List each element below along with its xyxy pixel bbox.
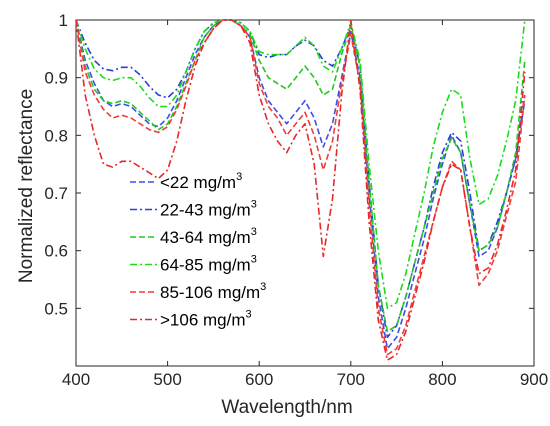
series-lines (75, 19, 526, 362)
y-tick-label: 0.7 (44, 184, 68, 203)
series-line-2 (75, 19, 526, 339)
legend-label-2: 22-43 mg/m3 (160, 199, 257, 220)
legend-label-6: >106 mg/m3 (160, 309, 252, 330)
legend-label-4: 64-85 mg/m3 (160, 254, 257, 275)
y-tick-label: 1 (59, 11, 68, 30)
y-tick-label: 0.5 (44, 299, 68, 318)
legend: <22 mg/m3 22-43 mg/m3 43-64 mg/m3 64-85 mg/… (130, 171, 266, 330)
y-tick-label: 0.9 (44, 69, 68, 88)
x-axis-title: Wavelength/nm (221, 397, 352, 418)
y-tick-label: 0.6 (44, 242, 68, 261)
plot-frame (75, 19, 535, 367)
x-tick-label: 800 (428, 370, 456, 389)
legend-label-5: 85-106 mg/m3 (160, 281, 266, 302)
x-tick-label: 500 (153, 370, 181, 389)
series-line-1 (75, 19, 526, 350)
x-tick-label: 900 (520, 370, 548, 389)
series-line-6 (75, 19, 526, 362)
y-tick-label: 0.8 (44, 126, 68, 145)
x-tick-label: 700 (337, 370, 365, 389)
x-tick-label: 400 (62, 370, 90, 389)
series-line-3 (75, 19, 526, 333)
y-axis-title: Normalized reflectance (16, 89, 37, 283)
series-line-4 (75, 19, 526, 310)
axes: 400 500 600 700 800 900 0.5 0.6 0.7 0.8 0.9 1 (44, 11, 548, 389)
series-line-5 (75, 19, 526, 356)
x-tick-label: 600 (245, 370, 273, 389)
legend-label-1: <22 mg/m3 (160, 171, 242, 192)
legend-label-3: 43-64 mg/m3 (160, 226, 257, 247)
